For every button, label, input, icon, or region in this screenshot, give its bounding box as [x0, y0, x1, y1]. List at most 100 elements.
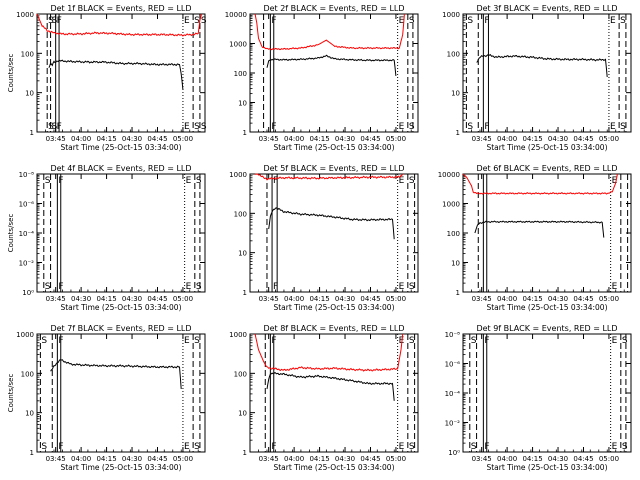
x-tick-label: 04:30	[122, 295, 142, 303]
x-tick-label: 04:45	[573, 455, 593, 463]
x-tick-label: 05:00	[173, 295, 193, 303]
marker-label-top: S	[409, 336, 415, 346]
x-tick-label: 04:45	[573, 135, 593, 143]
y-tick-label: 1	[30, 449, 34, 457]
y-tick-label: 10000	[225, 11, 247, 19]
x-axis-label: Start Time (25-Oct-15 03:34:00)	[486, 303, 607, 312]
x-tick-label: 04:30	[335, 135, 355, 143]
y-tick-label: 1	[456, 289, 460, 297]
marker-label-top: S	[471, 336, 477, 346]
plot-frame	[462, 173, 632, 293]
y-tick-label: 1000	[16, 11, 34, 19]
x-tick-label: 04:45	[147, 455, 167, 463]
y-tick-label: 10	[451, 260, 460, 268]
y-tick-label: 1000	[229, 331, 247, 339]
marker-label-top: S	[194, 16, 200, 26]
x-tick-label: 05:00	[386, 455, 406, 463]
x-tick-label: 04:00	[284, 455, 304, 463]
chart-title: Det 1f BLACK = Events, RED = LLD	[50, 4, 191, 13]
chart-panel-det8: Det 8f BLACK = Events, RED = LLD 1 10 100 10…	[229, 324, 419, 472]
series-line-lld	[254, 13, 405, 51]
x-tick-label: 03:45	[259, 295, 279, 303]
y-tick-label: 10⁻⁴	[445, 390, 461, 398]
y-tick-label: 1000	[16, 331, 34, 339]
x-tick-label: 04:15	[522, 455, 542, 463]
chart-panel-det4: Det 4f BLACK = Events, RED = LLD 10⁰ 10⁻² 1…	[7, 164, 206, 312]
marker-label-bottom: F	[273, 282, 278, 292]
x-tick-label: 04:45	[147, 295, 167, 303]
series-line-events	[266, 54, 397, 76]
x-tick-label: 03:45	[46, 295, 66, 303]
y-tick-label: 1	[243, 289, 247, 297]
y-tick-label: 10	[238, 100, 247, 108]
x-tick-label: 04:30	[122, 455, 142, 463]
marker-label-bottom: S	[409, 442, 415, 452]
y-tick-label: 10	[451, 90, 460, 98]
y-tick-label: 10⁰	[22, 289, 34, 297]
marker-label-bottom: S	[622, 442, 628, 452]
x-tick-label: 04:15	[522, 295, 542, 303]
y-tick-label: 100	[21, 50, 34, 58]
x-tick-label: 04:15	[96, 455, 116, 463]
x-tick-label: 04:15	[522, 135, 542, 143]
x-tick-label: 03:45	[472, 135, 492, 143]
x-axis-label: Start Time (25-Oct-15 03:34:00)	[273, 303, 394, 312]
plot-frame	[462, 13, 632, 133]
x-tick-label: 05:00	[173, 135, 193, 143]
plot-frame	[36, 333, 206, 453]
y-tick-label: 100	[447, 230, 460, 238]
series-line-lld	[462, 173, 618, 195]
y-tick-label: 10	[25, 90, 34, 98]
y-tick-label: 100	[21, 370, 34, 378]
x-tick-label: 03:45	[472, 455, 492, 463]
marker-label-bottom: S	[620, 122, 626, 132]
marker-label-bottom: S	[201, 122, 207, 132]
x-tick-label: 04:30	[548, 295, 568, 303]
x-tick-label: 05:00	[599, 455, 619, 463]
y-tick-label: 10	[25, 410, 34, 418]
plot-frame	[36, 13, 206, 133]
y-tick-label: 10⁰	[448, 449, 460, 457]
marker-label-bottom: S	[48, 122, 54, 132]
chart-panel-det6: Det 6f BLACK = Events, RED = LLD 1 10 100 10…	[438, 164, 632, 312]
marker-label-top: S	[620, 16, 626, 26]
marker-label-bottom: S	[45, 282, 51, 292]
x-tick-label: 04:00	[497, 295, 517, 303]
y-tick-label: 100	[234, 70, 247, 78]
chart-panel-det3: Det 3f BLACK = Events, RED = LLD 1 10 100 10…	[442, 4, 632, 152]
chart-title: Det 6f BLACK = Events, RED = LLD	[476, 164, 617, 173]
marker-label-bottom: E	[612, 282, 618, 292]
x-tick-label: 04:30	[548, 455, 568, 463]
x-tick-label: 04:15	[309, 455, 329, 463]
marker-label-bottom: E	[184, 442, 190, 452]
x-axis-label: Start Time (25-Oct-15 03:34:00)	[273, 143, 394, 152]
marker-label-top: S	[201, 16, 207, 26]
series-line-events	[268, 207, 395, 240]
y-tick-label: 100	[447, 50, 460, 58]
marker-label-top: S	[52, 16, 58, 26]
x-tick-label: 04:30	[71, 295, 91, 303]
marker-label-top: S	[622, 336, 628, 346]
y-tick-label: 10000	[438, 171, 460, 179]
y-axis-label: Counts/sec	[7, 374, 15, 413]
marker-label-bottom: E	[184, 122, 190, 132]
marker-label-top: S	[45, 176, 51, 186]
x-tick-label: 03:45	[46, 455, 66, 463]
x-tick-label: 05:00	[173, 455, 193, 463]
x-tick-label: 04:45	[573, 295, 593, 303]
marker-label-top: E	[184, 336, 190, 346]
marker-label-top: S	[194, 336, 200, 346]
marker-label-bottom: S	[194, 122, 200, 132]
series-line-lld	[254, 173, 404, 181]
y-tick-label: 1000	[442, 201, 460, 209]
marker-label-top: F	[484, 16, 489, 26]
x-tick-label: 04:15	[309, 295, 329, 303]
x-tick-label: 04:45	[360, 295, 380, 303]
y-tick-label: 10⁻²	[19, 260, 35, 268]
x-tick-label: 05:00	[599, 135, 619, 143]
marker-label-bottom: E	[399, 282, 405, 292]
series-line-lld	[36, 13, 203, 37]
chart-title: Det 5f BLACK = Events, RED = LLD	[263, 164, 404, 173]
chart-title: Det 4f BLACK = Events, RED = LLD	[50, 164, 191, 173]
marker-label-top: F	[273, 176, 278, 186]
